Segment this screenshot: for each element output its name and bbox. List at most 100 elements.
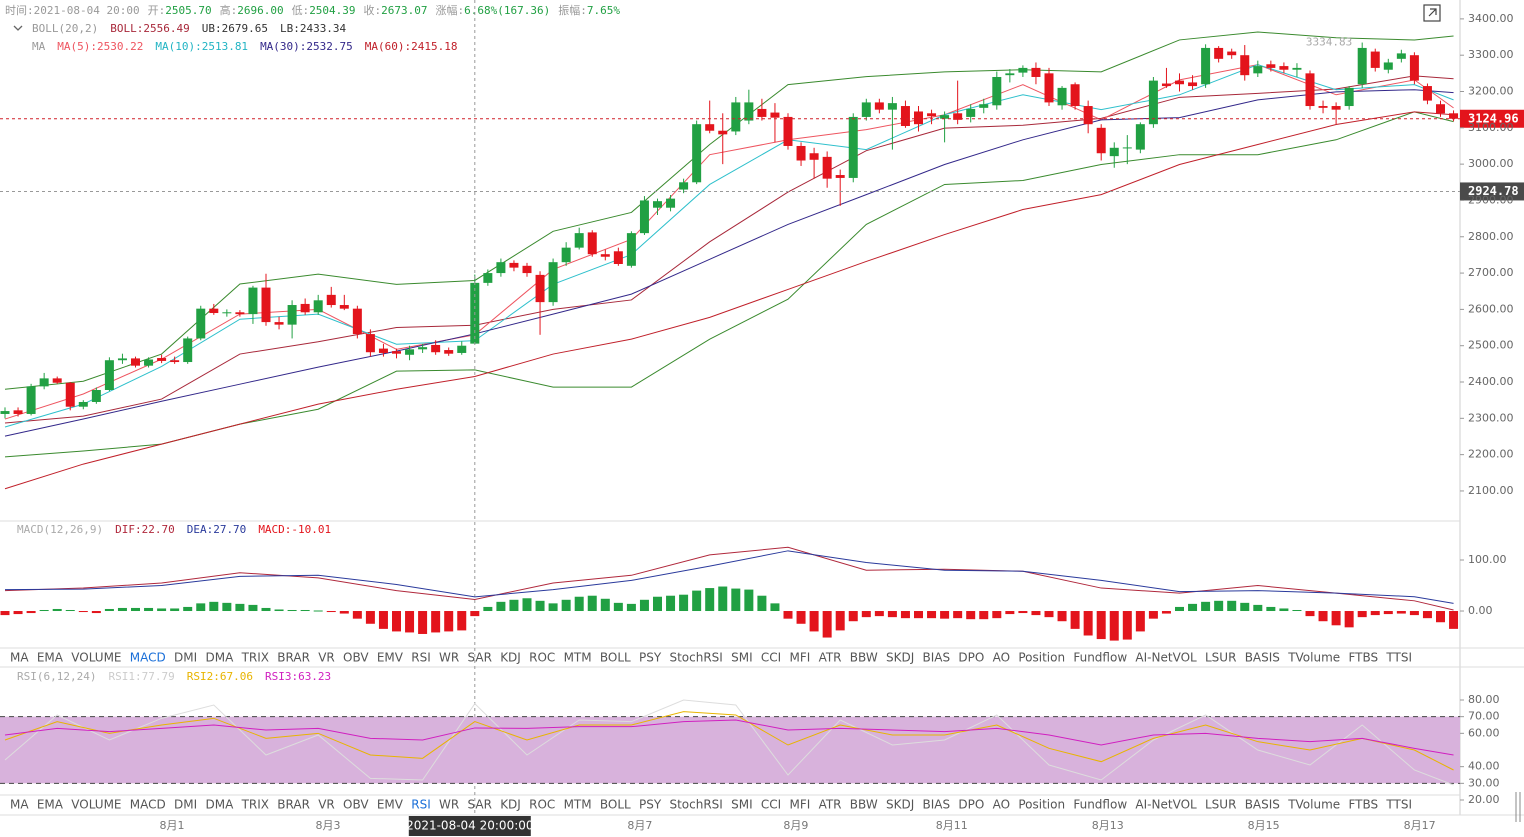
- y-tick-label: 2500.00: [1468, 339, 1514, 352]
- indicator-tab[interactable]: ROC: [529, 651, 555, 665]
- max-price-label: 3334.83: [1306, 36, 1352, 49]
- indicator-tab[interactable]: OBV: [343, 798, 369, 812]
- indicator-tab[interactable]: DMI: [174, 798, 197, 812]
- indicator-tab[interactable]: BOLL: [600, 798, 631, 812]
- macd-bar: [1383, 611, 1393, 615]
- indicator-tab[interactable]: OBV: [343, 651, 369, 665]
- indicator-tab[interactable]: BIAS: [923, 651, 951, 665]
- info-label: 低:: [292, 4, 310, 17]
- indicator-tab[interactable]: AO: [993, 798, 1010, 812]
- fullscreen-frame[interactable]: [1423, 4, 1441, 22]
- indicator-tab[interactable]: TTSI: [1385, 798, 1412, 812]
- fullscreen-button[interactable]: [1423, 4, 1441, 22]
- indicator-tab[interactable]: MTM: [564, 651, 592, 665]
- indicator-tab[interactable]: BOLL: [600, 651, 631, 665]
- indicator-tab[interactable]: StochRSI: [669, 651, 722, 665]
- collapse-chevron[interactable]: [13, 25, 23, 31]
- macd-bar: [431, 611, 441, 633]
- indicator-tab[interactable]: AI-NetVOL: [1135, 651, 1197, 665]
- indicator-tab[interactable]: TVolume: [1287, 651, 1340, 665]
- indicator-tab[interactable]: BIAS: [923, 798, 951, 812]
- indicator-tab[interactable]: SKDJ: [886, 651, 914, 665]
- indicator-tab[interactable]: VOLUME: [71, 798, 121, 812]
- indicator-tab[interactable]: ATR: [819, 651, 842, 665]
- indicator-tab[interactable]: WR: [439, 798, 459, 812]
- indicator-tab[interactable]: DMA: [205, 798, 234, 812]
- indicator-tab[interactable]: RSI: [411, 798, 431, 812]
- indicator-tab[interactable]: SAR: [468, 798, 492, 812]
- indicator-tab[interactable]: EMV: [377, 798, 404, 812]
- indicator-tab[interactable]: AI-NetVOL: [1135, 798, 1197, 812]
- indicator-tab[interactable]: MFI: [789, 651, 810, 665]
- indicator-tab[interactable]: TRIX: [241, 651, 269, 665]
- indicator-tab[interactable]: CCI: [761, 651, 781, 665]
- indicator-tab[interactable]: SKDJ: [886, 798, 914, 812]
- info-label: 开:: [148, 4, 166, 17]
- indicator-tab[interactable]: SAR: [468, 651, 492, 665]
- macd-bar: [509, 599, 519, 612]
- indicator-tab[interactable]: PSY: [639, 798, 662, 812]
- indicator-tab[interactable]: BASIS: [1245, 651, 1280, 665]
- macd-bar: [705, 588, 715, 612]
- indicator-tab[interactable]: MACD: [130, 798, 166, 812]
- x-tick-label: 8月3: [315, 819, 340, 832]
- indicator-tab[interactable]: PSY: [639, 651, 662, 665]
- fullscreen-arrow[interactable]: [1428, 8, 1437, 17]
- indicator-tab[interactable]: MFI: [789, 798, 810, 812]
- indicator-tab[interactable]: LSUR: [1205, 798, 1236, 812]
- indicator-tab[interactable]: FTBS: [1348, 798, 1378, 812]
- indicator-tab[interactable]: RSI: [411, 651, 431, 665]
- macd-bar: [535, 600, 545, 612]
- indicator-tab[interactable]: StochRSI: [669, 798, 722, 812]
- indicator-tab[interactable]: MACD: [130, 651, 166, 665]
- macd-bar: [1135, 611, 1145, 632]
- indicator-tab[interactable]: AO: [993, 651, 1010, 665]
- x-tick-label: 8月1: [160, 819, 185, 832]
- indicator-tab[interactable]: VR: [318, 798, 335, 812]
- indicator-tab[interactable]: FTBS: [1348, 651, 1378, 665]
- indicator-tab[interactable]: EMA: [37, 798, 64, 812]
- indicator-tab[interactable]: SMI: [731, 651, 753, 665]
- indicator-tab[interactable]: VR: [318, 651, 335, 665]
- indicator-tab[interactable]: Fundflow: [1073, 798, 1127, 812]
- indicator-tab[interactable]: KDJ: [500, 651, 521, 665]
- indicator-tab[interactable]: TVolume: [1287, 798, 1340, 812]
- indicator-tab[interactable]: BRAR: [277, 798, 310, 812]
- indicator-tab[interactable]: DPO: [958, 651, 984, 665]
- indicator-tab[interactable]: Position: [1018, 798, 1065, 812]
- indicator-tab[interactable]: TTSI: [1385, 651, 1412, 665]
- macd-bar: [104, 608, 114, 612]
- indicator-tab[interactable]: VOLUME: [71, 651, 121, 665]
- indicator-tab[interactable]: CCI: [761, 798, 781, 812]
- indicator-tab[interactable]: Fundflow: [1073, 651, 1127, 665]
- indicator-tab[interactable]: Position: [1018, 651, 1065, 665]
- indicator-tab[interactable]: MTM: [564, 798, 592, 812]
- indicator-tab[interactable]: DMI: [174, 651, 197, 665]
- info-value: 2505.70: [165, 4, 211, 17]
- indicator-tab[interactable]: ATR: [819, 798, 842, 812]
- indicator-tab[interactable]: BASIS: [1245, 798, 1280, 812]
- info-label: 收:: [364, 3, 382, 17]
- indicator-tab[interactable]: EMA: [37, 651, 64, 665]
- indicator-tab[interactable]: DMA: [205, 651, 234, 665]
- candle-body: [1331, 106, 1341, 110]
- macd-bar: [91, 611, 101, 614]
- indicator-tab[interactable]: MA: [10, 651, 29, 665]
- indicator-tab[interactable]: ROC: [529, 798, 555, 812]
- indicator-tab[interactable]: BRAR: [277, 651, 310, 665]
- indicator-tab[interactable]: BBW: [850, 651, 878, 665]
- macd-bar: [626, 603, 636, 612]
- candle-body: [796, 145, 806, 161]
- indicator-tab[interactable]: LSUR: [1205, 651, 1236, 665]
- info-value: 2673.07: [381, 4, 427, 17]
- indicator-tab[interactable]: MA: [10, 798, 29, 812]
- indicator-tab[interactable]: BBW: [850, 798, 878, 812]
- indicator-tab[interactable]: KDJ: [500, 798, 521, 812]
- indicator-tab[interactable]: DPO: [958, 798, 984, 812]
- macd-bar: [522, 598, 532, 612]
- indicator-tab[interactable]: TRIX: [241, 798, 269, 812]
- indicator-tab[interactable]: SMI: [731, 798, 753, 812]
- indicator-tab[interactable]: WR: [439, 651, 459, 665]
- indicator-tab[interactable]: EMV: [377, 651, 404, 665]
